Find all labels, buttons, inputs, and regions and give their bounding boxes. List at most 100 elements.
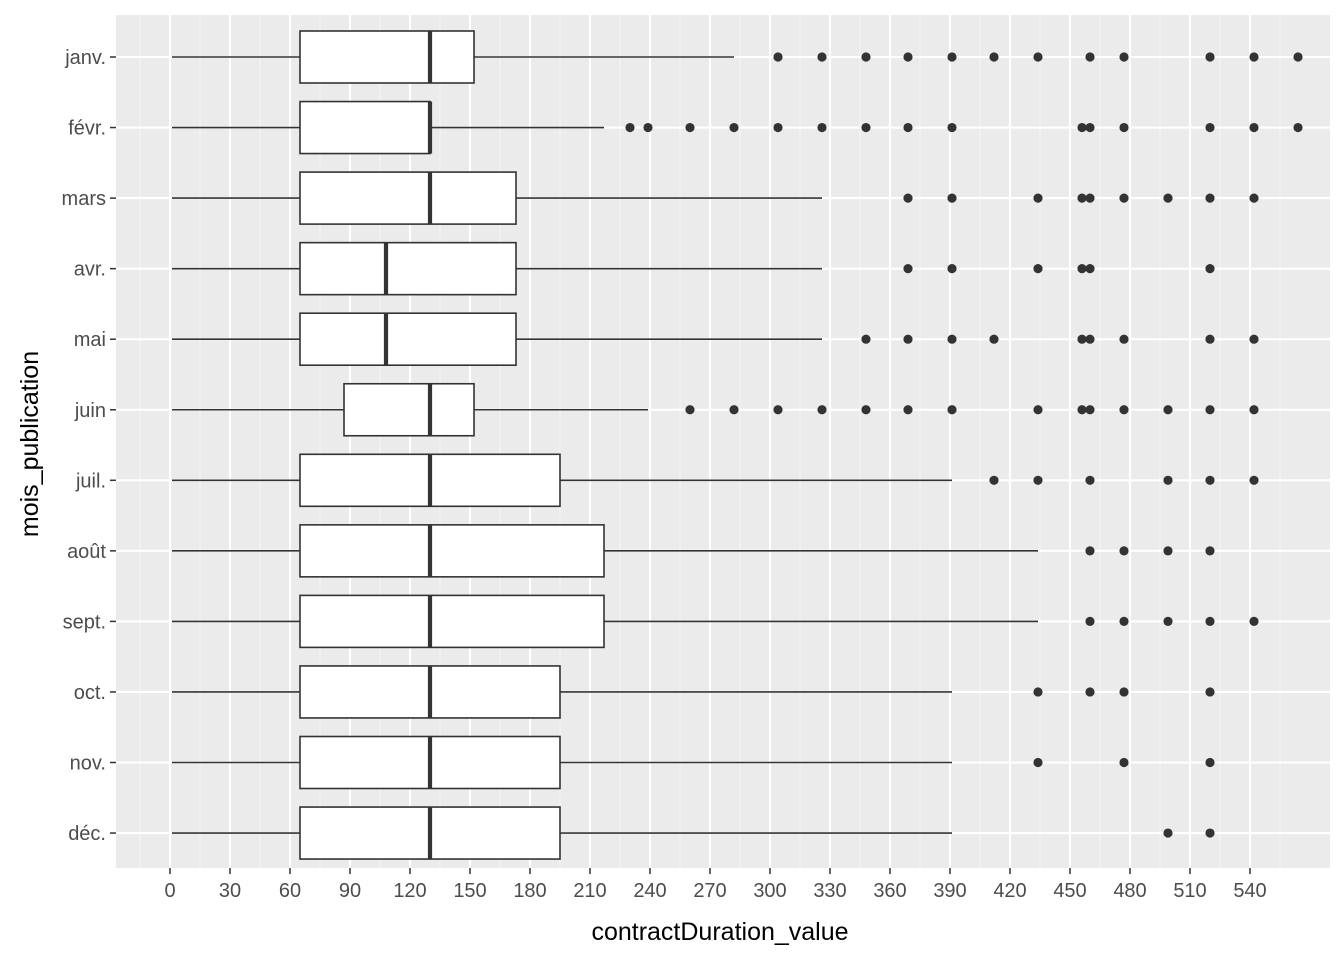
outlier-point [1085,687,1095,697]
outlier-point [1085,405,1095,415]
y-tick-label: juil. [75,470,106,492]
plot-panel [116,15,1330,868]
box-iqr [299,594,605,649]
y-axis-title: mois_publication [16,351,44,537]
outlier-point [1205,193,1215,203]
outlier-point [773,405,783,415]
outlier-point [1163,828,1173,838]
x-tick-label: 480 [1113,880,1146,902]
outlier-point [1205,122,1215,133]
outlier-point [1205,616,1215,627]
outlier-point [685,405,695,415]
x-tick-label: 90 [339,880,361,902]
box-iqr [299,100,431,155]
outlier-point [1033,475,1043,485]
outlier-point [773,122,783,133]
y-tick-label: juin [74,400,106,422]
box-nov. [172,735,1215,790]
outlier-point [903,405,913,415]
outlier-point [1119,616,1129,627]
outlier-point [1085,546,1095,556]
outlier-point [1085,616,1095,627]
outlier-point [1119,334,1129,344]
x-tick-label: 390 [933,880,966,902]
y-tick-label: oct. [74,682,106,704]
x-tick-label: 210 [573,880,606,902]
y-tick-label: mai [74,329,106,351]
outlier-point [1033,52,1043,62]
box-iqr [299,524,605,578]
box-févr. [172,100,1303,155]
outlier-point [947,193,957,203]
outlier-point [685,122,695,133]
y-tick-label: janv. [64,47,106,69]
outlier-point [1293,122,1303,133]
y-tick-label: févr. [68,118,106,140]
outlier-point [1163,193,1173,203]
outlier-point [1249,616,1259,627]
outlier-point [1205,687,1215,697]
outlier-point [903,193,913,203]
outlier-point [1077,405,1087,415]
x-tick-label: 270 [693,880,726,902]
outlier-point [773,52,783,62]
outlier-point [1249,193,1259,203]
outlier-point [1249,334,1259,344]
box-avr. [172,241,1215,296]
box-iqr [299,312,517,367]
outlier-point [903,334,913,344]
x-tick-label: 0 [164,880,175,902]
box-iqr [299,241,517,296]
outlier-point [1085,52,1095,62]
outlier-point [1249,475,1259,485]
outlier-point [1033,687,1043,697]
box-juil. [172,453,1259,508]
outlier-point [1293,52,1303,62]
outlier-point [1077,122,1087,133]
x-tick-label: 450 [1053,880,1086,902]
x-tick-label: 30 [219,880,241,902]
outlier-point [947,264,957,274]
outlier-point [1205,334,1215,344]
outlier-point [1163,405,1173,415]
x-tick-label: 240 [633,880,666,902]
outlier-point [817,405,827,415]
outlier-point [1077,334,1087,344]
box-iqr [299,30,475,84]
y-tick-label: août [67,541,106,563]
x-tick-label: 330 [813,880,846,902]
box-juin [172,382,1259,437]
outlier-point [861,52,871,62]
box-mai [172,312,1259,367]
outlier-point [1085,264,1095,274]
outlier-point [1085,475,1095,485]
outlier-point [1119,405,1129,415]
x-axis-title: contractDuration_value [591,918,848,946]
box-iqr [299,171,517,225]
outlier-point [1205,264,1215,274]
x-tick-label: 420 [993,880,1026,902]
outlier-point [817,52,827,62]
outlier-point [1163,475,1173,485]
outlier-point [1033,405,1043,415]
outlier-point [1119,546,1129,556]
outlier-point [1033,264,1043,274]
axes-layer: 0 30 60 90 120 150 180 210 240 270 300 330 360 390 420… [62,47,1267,902]
outlier-point [861,122,871,133]
outlier-point [1163,616,1173,627]
box-iqr [343,382,475,437]
outlier-point [1085,193,1095,203]
outlier-point [1205,405,1215,415]
x-tick-label: 180 [513,880,546,902]
x-tick-label: 540 [1233,880,1266,902]
outlier-point [1249,122,1259,133]
panel-background [116,15,1330,868]
outlier-point [903,52,913,62]
y-tick-label: nov. [70,753,106,775]
outlier-point [861,334,871,344]
box-déc. [172,806,1215,860]
outlier-point [947,52,957,62]
y-tick-label: avr. [74,259,106,281]
outlier-point [1077,264,1087,274]
